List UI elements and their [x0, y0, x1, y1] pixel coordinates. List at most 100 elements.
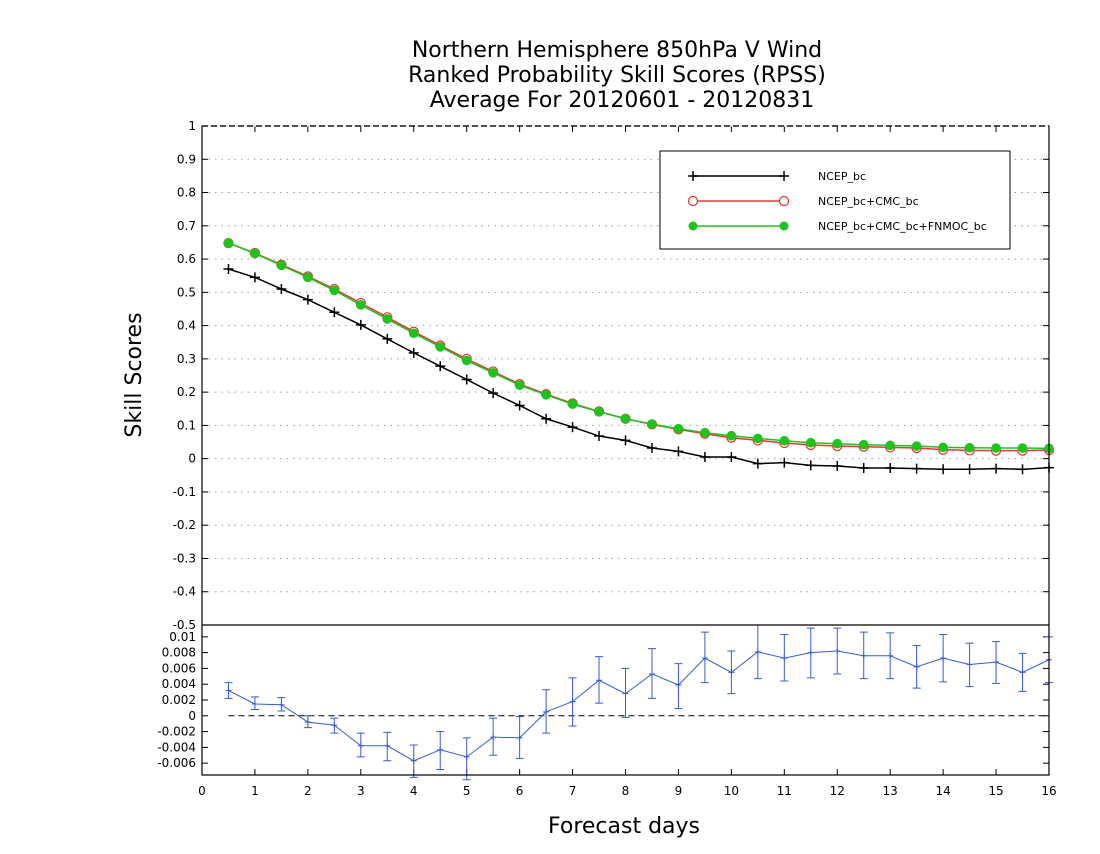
y-tick-label: -0.1: [173, 485, 196, 499]
data-point: [223, 264, 234, 275]
x-tick-label: 11: [777, 784, 792, 798]
data-point: [673, 446, 684, 457]
data-point: [276, 284, 287, 295]
data-point: [726, 452, 737, 463]
data-point: [382, 333, 393, 344]
series-line-ncep-bc-cmc-bc: [228, 242, 1050, 452]
data-point: [885, 440, 895, 451]
data-point: [779, 435, 790, 446]
data-point: [675, 682, 682, 688]
data-point: [966, 661, 973, 668]
legend-item-ncep-bc: NCEP_bc: [688, 170, 866, 183]
x-tick-label: 5: [463, 784, 471, 798]
data-point: [754, 648, 761, 655]
data-point: [596, 677, 603, 684]
y-tick-label: 0.6: [177, 252, 196, 266]
y-tick-label: 0.8: [177, 186, 196, 200]
data-point: [384, 742, 391, 749]
data-point: [567, 399, 578, 409]
legend-marker-ncep-cmc-right: [778, 195, 790, 207]
y-tick-label: 0.3: [177, 352, 196, 366]
data-point: [303, 272, 313, 283]
y-tick-label: -0.002: [157, 725, 196, 739]
data-point: [516, 734, 523, 741]
series-line-ncep-bc-cmc-bc-fnmoc-bc: [228, 242, 1050, 450]
data-point: [463, 753, 470, 760]
data-point: [805, 460, 816, 471]
data-point: [594, 431, 605, 442]
data-point: [860, 652, 867, 659]
x-tick-label: 7: [569, 784, 577, 798]
legend-item-ncep-cmc: NCEP_bc+CMC_bc: [687, 195, 919, 208]
data-point: [302, 294, 313, 305]
x-tick-label: 10: [724, 784, 739, 798]
data-point: [435, 342, 446, 352]
y-tick-label: 0: [188, 452, 196, 466]
y-axis-label: Skill Scores: [122, 312, 147, 437]
data-point: [331, 722, 338, 729]
y-tick-label: 0.2: [177, 385, 196, 399]
data-point: [858, 439, 869, 450]
data-point: [832, 460, 843, 471]
x-tick-label: 15: [988, 784, 1003, 798]
x-tick-label: 1: [251, 784, 259, 798]
data-point: [752, 458, 763, 469]
x-tick-label: 0: [198, 784, 206, 798]
data-point: [1019, 669, 1026, 676]
data-point: [488, 388, 499, 399]
y-tick-label: 0.01: [169, 630, 196, 644]
data-point: [911, 441, 922, 451]
data-point: [278, 701, 285, 708]
x-tick-label: 2: [304, 784, 312, 798]
data-point: [753, 433, 763, 444]
data-point: [834, 648, 841, 655]
y-tick-label: 0.4: [177, 319, 196, 333]
x-tick-label: 8: [622, 784, 630, 798]
data-point: [781, 655, 788, 662]
data-point: [514, 400, 525, 411]
data-point: [726, 430, 737, 441]
legend-box: [659, 150, 1011, 250]
data-point: [885, 462, 896, 473]
data-point: [964, 442, 975, 453]
data-point: [514, 380, 525, 390]
data-point: [329, 307, 340, 318]
legend-marker-ncep-cmc-fnmoc-right: [779, 221, 789, 231]
data-point: [887, 652, 894, 659]
data-point: [647, 419, 657, 429]
data-point: [329, 285, 340, 296]
x-axis-label: Forecast days: [548, 814, 700, 839]
y-tick-label: 0.006: [162, 661, 196, 675]
x-tick-label: 3: [357, 784, 365, 798]
data-point: [356, 300, 366, 310]
data-point: [991, 443, 1001, 453]
data-point: [728, 669, 735, 676]
data-point: [543, 708, 550, 715]
y-tick-label: -0.004: [157, 740, 196, 754]
chart-subtitle-2: Average For 20120601 - 20120831: [430, 88, 815, 113]
data-point: [620, 413, 631, 424]
data-point: [858, 462, 869, 473]
data-point: [648, 670, 655, 677]
legend-item-ncep-cmc-fnmoc: NCEP_bc+CMC_bc+FNMOC_bc: [688, 220, 987, 233]
y-tick-label: 0.004: [162, 677, 196, 691]
series-line-difference: [228, 650, 1050, 762]
y-tick-label: 0.008: [162, 646, 196, 660]
data-point: [993, 659, 1000, 666]
data-point: [700, 427, 710, 438]
series-ncep-bc: [223, 264, 1054, 475]
data-point: [225, 687, 232, 694]
x-tick-label: 16: [1041, 784, 1056, 798]
data-point: [304, 719, 311, 726]
data-point: [940, 655, 947, 662]
y-tick-label: 0: [188, 709, 196, 723]
data-point: [701, 655, 708, 662]
data-point: [779, 457, 790, 468]
data-point: [408, 347, 419, 358]
data-point: [699, 452, 710, 463]
data-point: [938, 442, 948, 453]
data-point: [911, 463, 922, 474]
data-point: [488, 368, 498, 378]
legend-marker-ncep-cmc-fnmoc-left: [688, 221, 698, 231]
